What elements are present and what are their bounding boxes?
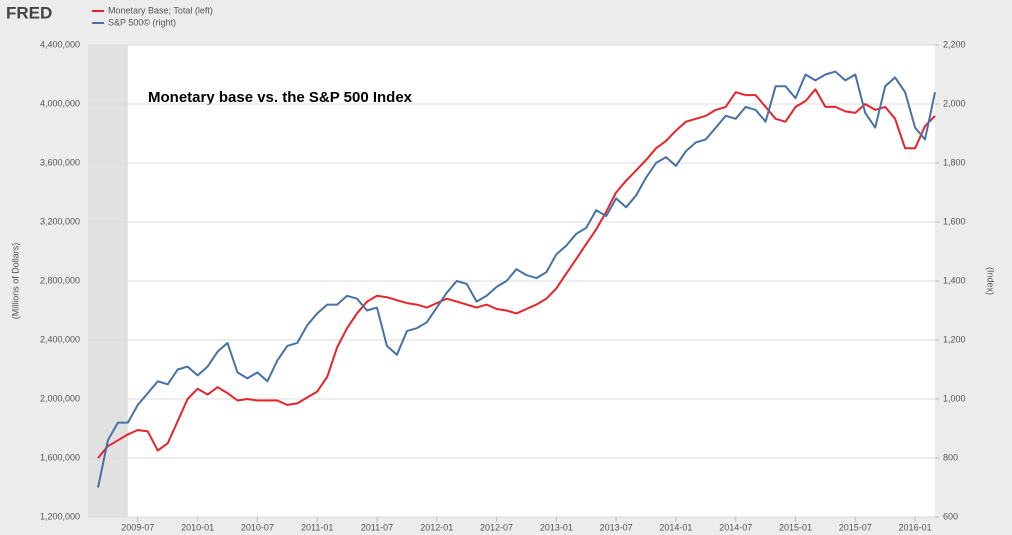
- series-line: [97, 70, 936, 488]
- y-tick-label: 2,000,000: [40, 393, 80, 403]
- legend-label: Monetary Base; Total (left): [108, 5, 213, 15]
- x-tick-label: 2016-01: [899, 522, 932, 532]
- y2-tick-label: 1,200: [943, 334, 966, 344]
- x-tick-label: 2010-01: [181, 522, 214, 532]
- y2-tick-label: 2,200: [943, 39, 966, 49]
- x-tick-label: 2010-07: [241, 522, 274, 532]
- y2-tick-label: 600: [943, 511, 958, 521]
- series-line: [97, 88, 936, 459]
- y-tick-label: 4,400,000: [40, 39, 80, 49]
- x-tick-label: 2013-07: [600, 522, 633, 532]
- x-tick-label: 2012-01: [420, 522, 453, 532]
- y2-tick-label: 1,000: [943, 393, 966, 403]
- x-tick-label: 2011-01: [301, 522, 333, 532]
- y-tick-label: 3,600,000: [40, 157, 80, 167]
- logo: FRED: [6, 3, 52, 22]
- x-tick-label: 2011-07: [361, 522, 393, 532]
- x-tick-label: 2014-07: [719, 522, 752, 532]
- x-tick-label: 2013-01: [540, 522, 573, 532]
- y-tick-label: 2,400,000: [40, 334, 80, 344]
- x-tick-label: 2012-07: [480, 522, 513, 532]
- y-tick-label: 2,800,000: [40, 275, 80, 285]
- y2-tick-label: 800: [943, 452, 958, 462]
- x-tick-label: 2015-07: [839, 522, 872, 532]
- y-tick-label: 4,000,000: [40, 98, 80, 108]
- y-tick-label: 1,600,000: [40, 452, 80, 462]
- y2-tick-label: 2,000: [943, 98, 966, 108]
- y2-tick-label: 1,800: [943, 157, 966, 167]
- y-axis-label: (Millions of Dollars): [10, 243, 20, 320]
- y-tick-label: 1,200,000: [40, 511, 80, 521]
- y-tick-label: 3,200,000: [40, 216, 80, 226]
- y2-tick-label: 1,400: [943, 275, 966, 285]
- x-tick-label: 2014-01: [659, 522, 692, 532]
- x-tick-label: 2009-07: [121, 522, 154, 532]
- legend-label: S&P 500© (right): [108, 17, 176, 27]
- y2-axis-label: (Index): [986, 267, 996, 295]
- x-tick-label: 2015-01: [779, 522, 812, 532]
- annotation-title: Monetary base vs. the S&P 500 Index: [148, 89, 413, 106]
- y2-tick-label: 1,600: [943, 216, 966, 226]
